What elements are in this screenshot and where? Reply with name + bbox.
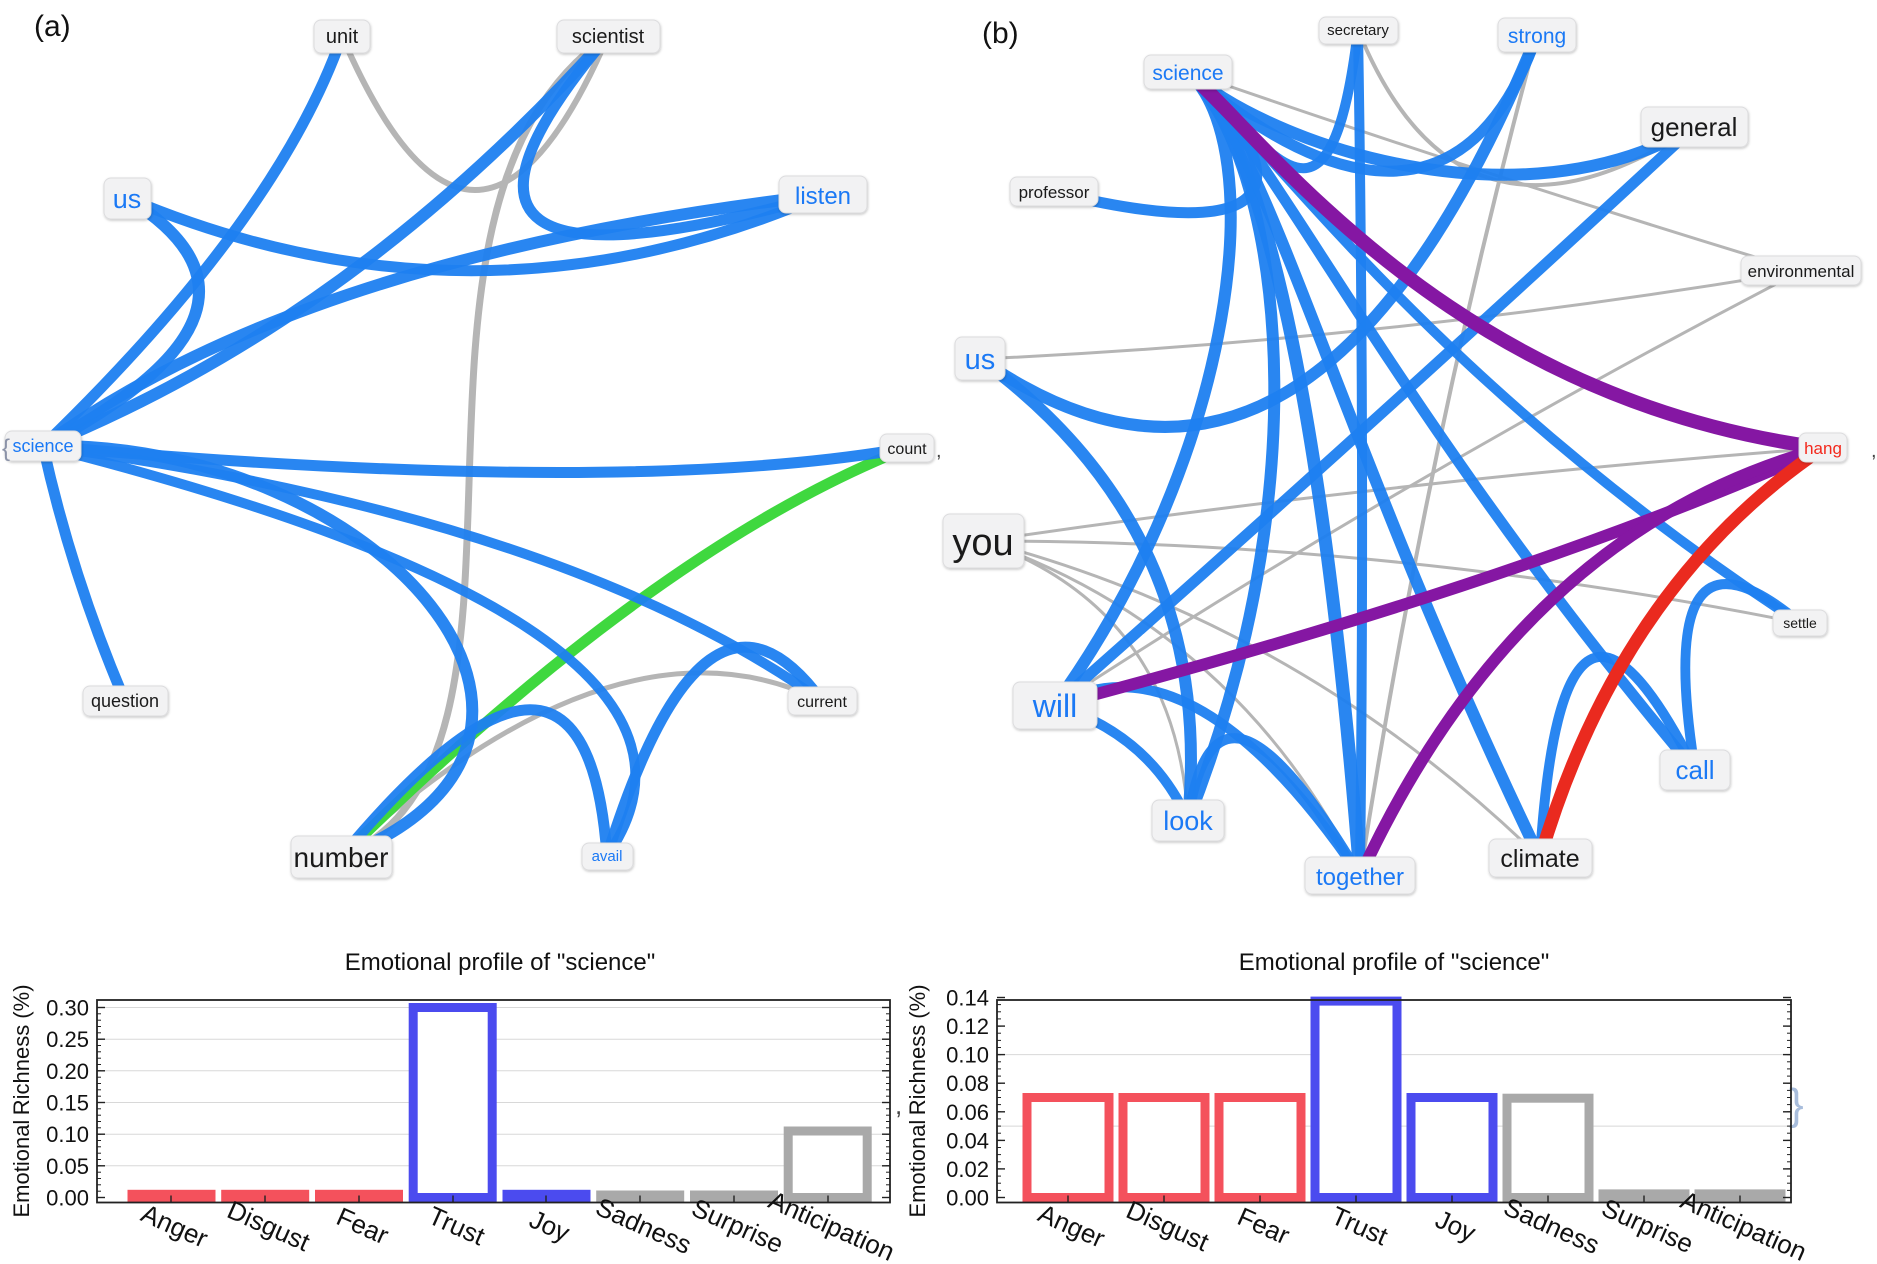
svg-text:0.00: 0.00: [46, 1186, 89, 1211]
svg-text:0.10: 0.10: [46, 1122, 89, 1147]
svg-text:scientist: scientist: [572, 26, 645, 48]
svg-text:,: ,: [936, 440, 942, 462]
svg-text:climate: climate: [1500, 845, 1579, 873]
svg-text:Emotional Richness (%): Emotional Richness (%): [9, 984, 34, 1217]
svg-text:Emotional Richness (%): Emotional Richness (%): [905, 984, 930, 1217]
svg-text:current: current: [797, 694, 847, 711]
svg-text:us: us: [113, 184, 142, 214]
svg-text:secretary: secretary: [1327, 22, 1389, 39]
svg-text:0.00: 0.00: [946, 1186, 989, 1211]
svg-text:0.06: 0.06: [946, 1100, 989, 1125]
svg-text:professor: professor: [1019, 183, 1090, 202]
svg-text:science: science: [12, 436, 73, 456]
svg-text:0.15: 0.15: [46, 1091, 89, 1116]
svg-text:strong: strong: [1508, 25, 1566, 48]
svg-text:}: }: [1789, 1080, 1804, 1129]
svg-text:science: science: [1152, 62, 1223, 85]
svg-text:general: general: [1651, 112, 1738, 142]
svg-text:0.25: 0.25: [46, 1027, 89, 1052]
svg-text:number: number: [294, 842, 389, 873]
svg-text:0.14: 0.14: [946, 986, 989, 1011]
svg-text:listen: listen: [795, 183, 851, 210]
svg-text:0.12: 0.12: [946, 1014, 989, 1039]
svg-text:unit: unit: [326, 26, 359, 48]
svg-text:0.10: 0.10: [946, 1043, 989, 1068]
svg-text:0.30: 0.30: [46, 996, 89, 1021]
svg-text:you: you: [952, 522, 1013, 564]
svg-text:(a): (a): [34, 10, 71, 43]
svg-text:{: {: [2, 435, 10, 462]
svg-text:0.04: 0.04: [946, 1128, 989, 1153]
svg-text:0.05: 0.05: [46, 1154, 89, 1179]
svg-text:0.02: 0.02: [946, 1157, 989, 1182]
svg-text:question: question: [91, 691, 159, 711]
svg-text:together: together: [1316, 864, 1404, 891]
svg-text:settle: settle: [1783, 615, 1817, 631]
svg-text:(b): (b): [982, 17, 1019, 50]
svg-text:hang: hang: [1804, 439, 1842, 458]
svg-text:us: us: [965, 344, 996, 376]
svg-text:call: call: [1675, 755, 1714, 785]
svg-text:environmental: environmental: [1748, 262, 1855, 281]
svg-text:avail: avail: [592, 848, 623, 865]
svg-text:count: count: [887, 441, 927, 458]
svg-text:Emotional profile of "science": Emotional profile of "science": [1239, 949, 1550, 976]
svg-text:,: ,: [1871, 440, 1877, 462]
svg-text:,: ,: [895, 1090, 902, 1120]
svg-text:0.08: 0.08: [946, 1071, 989, 1096]
svg-text:will: will: [1032, 688, 1077, 724]
svg-text:look: look: [1163, 806, 1213, 836]
svg-text:0.20: 0.20: [46, 1059, 89, 1084]
svg-text:Emotional profile of "science": Emotional profile of "science": [345, 949, 656, 976]
